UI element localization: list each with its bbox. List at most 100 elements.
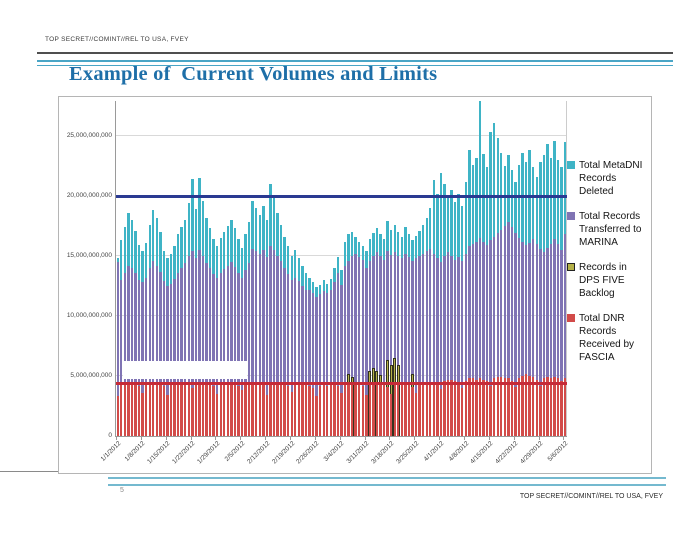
bar-marina-transferred — [556, 244, 560, 436]
bar-fascia-dnr-received — [233, 383, 237, 436]
bar-fascia-dnr-received — [237, 385, 240, 436]
bar-fascia-dnr-received — [169, 384, 173, 436]
bar-marina-transferred — [485, 245, 489, 436]
bar-fascia-dnr-received — [489, 385, 492, 436]
bar-fascia-dnr-received — [223, 382, 226, 436]
bar-fascia-dnr-received — [287, 385, 290, 436]
bar-fascia-dnr-received — [155, 383, 158, 436]
bar-fascia-dnr-received — [226, 382, 230, 436]
bar-marina-transferred — [354, 253, 357, 436]
bar-fascia-dnr-received — [411, 386, 414, 436]
redaction-box — [123, 361, 248, 379]
bar-fascia-dnr-received — [116, 396, 119, 436]
y-axis-label: 15,000,000,000 — [66, 252, 112, 259]
bar-marina-transferred — [294, 277, 297, 436]
legend-item-metadni-deleted: Total MetaDNI Records Deleted — [567, 159, 651, 198]
bar-fascia-dnr-received — [450, 379, 453, 436]
bar-marina-transferred — [287, 274, 290, 436]
bar-fascia-dnr-received — [400, 383, 404, 436]
bar-fascia-dnr-received — [311, 388, 315, 436]
bar-marina-transferred — [560, 250, 563, 436]
bar-marina-transferred — [240, 277, 244, 436]
bar-marina-transferred — [457, 257, 460, 436]
bar-fascia-dnr-received — [159, 383, 162, 436]
bar-fascia-dnr-received — [500, 377, 503, 436]
bar-fascia-dnr-received — [333, 383, 336, 436]
bar-marina-transferred — [180, 268, 183, 436]
bar-marina-transferred — [365, 268, 368, 436]
bar-fascia-dnr-received — [191, 388, 194, 436]
bar-fascia-dnr-received — [563, 378, 567, 436]
bar-marina-transferred — [116, 262, 119, 436]
bar-marina-transferred — [120, 280, 123, 436]
bar-marina-transferred — [549, 244, 553, 436]
bar-fascia-dnr-received — [375, 383, 379, 436]
bar-marina-transferred — [141, 282, 144, 436]
legend-swatch-dps-five-backlog — [567, 263, 575, 271]
bar-fascia-dnr-received — [386, 386, 389, 436]
bar-marina-transferred — [503, 226, 507, 436]
bar-marina-transferred — [244, 270, 247, 436]
legend-item-fascia-dnr-received: Total DNR Records Received by FASCIA — [567, 312, 651, 364]
bar-marina-transferred — [439, 262, 443, 436]
bar-fascia-dnr-received — [468, 378, 471, 436]
bar-marina-transferred — [443, 256, 446, 436]
bar-fascia-dnr-received — [418, 383, 421, 436]
bar-fascia-dnr-received — [276, 382, 279, 436]
bar-marina-transferred — [347, 260, 350, 436]
plot-right-border — [566, 101, 567, 436]
bar-fascia-dnr-received — [134, 383, 137, 436]
bar-fascia-dnr-received — [184, 382, 187, 436]
bar-marina-transferred — [215, 277, 219, 436]
bar-fascia-dnr-received — [365, 395, 368, 436]
bar-marina-transferred — [563, 234, 567, 436]
bar-marina-transferred — [461, 260, 464, 436]
bar-marina-transferred — [169, 283, 173, 436]
bar-marina-transferred — [524, 245, 528, 436]
bar-marina-transferred — [198, 250, 201, 436]
bar-fascia-dnr-received — [354, 383, 357, 436]
footer-rule-teal-bottom — [108, 484, 666, 486]
bar-marina-transferred — [539, 248, 542, 436]
x-axis-tick — [265, 436, 267, 440]
bar-fascia-dnr-received — [521, 376, 524, 436]
bar-fascia-dnr-received — [141, 392, 144, 436]
limit-line-red — [116, 381, 567, 385]
bar-marina-transferred — [173, 278, 176, 436]
bar-marina-transferred — [208, 268, 212, 436]
bar-fascia-dnr-received — [414, 392, 418, 436]
x-axis-tick — [513, 436, 515, 440]
bar-marina-transferred — [425, 251, 428, 436]
x-axis-tick — [290, 436, 291, 440]
bar-marina-transferred — [311, 293, 315, 436]
bar-fascia-dnr-received — [297, 383, 301, 436]
bar-marina-transferred — [343, 265, 347, 436]
bar-marina-transferred — [542, 252, 546, 436]
y-axis-label: 10,000,000,000 — [66, 312, 112, 319]
bar-marina-transferred — [226, 265, 230, 436]
bar-marina-transferred — [436, 258, 439, 436]
gridline — [116, 255, 567, 256]
bar-marina-transferred — [379, 256, 382, 436]
bar-fascia-dnr-received — [482, 379, 485, 436]
bar-marina-transferred — [521, 241, 524, 436]
bar-fascia-dnr-received — [279, 383, 283, 436]
bar-fascia-dnr-received — [514, 386, 517, 436]
bar-fascia-dnr-received — [205, 383, 208, 436]
bar-marina-transferred — [450, 256, 453, 436]
bar-marina-transferred — [276, 256, 279, 436]
x-axis-tick — [140, 436, 142, 440]
y-axis-label: 5,000,000,000 — [70, 372, 112, 379]
x-axis-tick — [190, 436, 192, 440]
bar-fascia-dnr-received — [251, 382, 254, 436]
x-axis-tick — [116, 436, 117, 440]
bar-marina-transferred — [187, 256, 190, 436]
bar-marina-transferred — [389, 254, 393, 436]
bar-marina-transferred — [262, 250, 265, 436]
bar-marina-transferred — [421, 253, 425, 436]
legend-swatch-fascia-dnr-received — [567, 314, 575, 322]
bar-marina-transferred — [219, 272, 222, 436]
bar-fascia-dnr-received — [258, 383, 261, 436]
bar-fascia-dnr-received — [329, 384, 332, 436]
